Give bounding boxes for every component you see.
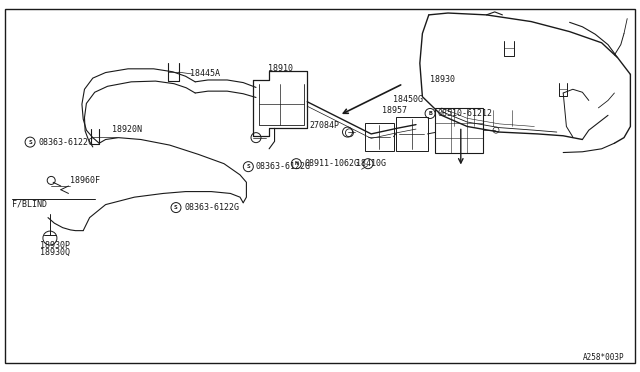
Text: N: N bbox=[294, 161, 298, 166]
Bar bbox=[435, 108, 483, 153]
Text: 18410G: 18410G bbox=[356, 159, 386, 168]
Text: 08363-6122C: 08363-6122C bbox=[38, 138, 93, 147]
Text: S: S bbox=[28, 140, 32, 145]
Text: 08363-6122G: 08363-6122G bbox=[256, 162, 311, 171]
Text: 18910: 18910 bbox=[268, 64, 292, 73]
Text: F/BLIND: F/BLIND bbox=[12, 199, 47, 208]
Bar bbox=[365, 123, 394, 151]
Text: 18450G: 18450G bbox=[393, 95, 423, 104]
Bar bbox=[396, 117, 428, 151]
Text: 18957: 18957 bbox=[382, 106, 407, 115]
Text: 27084P: 27084P bbox=[309, 121, 339, 130]
Text: S: S bbox=[246, 164, 250, 169]
Text: 18930Q: 18930Q bbox=[40, 248, 70, 257]
Text: A258*003P: A258*003P bbox=[582, 353, 624, 362]
Text: 18445A: 18445A bbox=[190, 69, 220, 78]
Text: 18930P: 18930P bbox=[40, 241, 70, 250]
Text: 08510-61212: 08510-61212 bbox=[438, 109, 493, 118]
Text: S: S bbox=[174, 205, 178, 210]
Text: 08911-1062G: 08911-1062G bbox=[305, 159, 360, 168]
Text: 18930: 18930 bbox=[430, 76, 455, 84]
Text: 18920N: 18920N bbox=[112, 125, 142, 134]
Text: 08363-6122G: 08363-6122G bbox=[184, 203, 239, 212]
Text: 18960F: 18960F bbox=[70, 176, 100, 185]
Text: B: B bbox=[428, 111, 432, 116]
